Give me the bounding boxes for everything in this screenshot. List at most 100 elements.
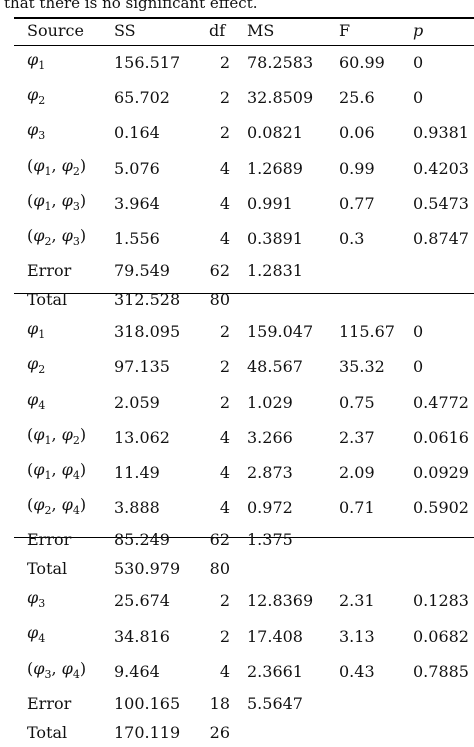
cell-df: 2 [219, 392, 230, 412]
header-row: Source SS df MS F p [14, 17, 474, 45]
cell-df: 18 [209, 693, 230, 713]
cell-p [400, 554, 474, 583]
cell-f: 2.37 [339, 427, 375, 447]
table-row: (φ2, φ3) 1.556 4 0.3891 0.3 0.8747 [14, 221, 474, 256]
cell-ms: 48.567 [247, 357, 303, 377]
cell-ms: 17.408 [247, 626, 303, 646]
cell-f: 0.77 [339, 193, 375, 213]
cell-df: 2 [219, 357, 230, 377]
cell-source: (φ2, φ3) [27, 225, 87, 249]
cell-source: (φ1, φ4) [27, 459, 87, 483]
cell-f: 25.6 [339, 88, 375, 108]
cell-ms: 1.2831 [247, 261, 303, 281]
table-row: φ4 2.059 2 1.029 0.75 0.4772 [14, 385, 474, 420]
cell-source: φ1 [27, 50, 46, 73]
table-row: (φ1, φ3) 3.964 4 0.991 0.77 0.5473 [14, 186, 474, 221]
cell-df: 4 [219, 229, 230, 249]
table-row: φ1 318.095 2 159.047 115.67 0 [14, 314, 474, 349]
cell-p [400, 525, 474, 554]
cell-ss: 9.464 [114, 661, 160, 681]
cell-ms: 1.2689 [247, 158, 303, 178]
cell-source: (φ2, φ4) [27, 495, 87, 518]
table-row: φ2 65.702 2 32.8509 25.6 0 [14, 80, 474, 115]
cell-source: φ3 [27, 588, 46, 611]
table-row: (φ1, φ2) 13.062 4 3.266 2.37 0.0616 [14, 420, 474, 455]
cell-p: 0.4203 [413, 158, 469, 178]
cell-source: (φ3, φ4) [27, 658, 87, 681]
cell-ms: 32.8509 [247, 88, 314, 108]
cell-f: 3.13 [339, 626, 375, 646]
cell-f: 2.31 [339, 591, 375, 611]
cell-p: 0 [413, 357, 424, 377]
cell-source: (φ1, φ3) [27, 190, 87, 213]
col-header-f: F [339, 21, 351, 40]
table-row: (φ3, φ4) 9.464 4 2.3661 0.43 0.7885 [14, 654, 474, 689]
block-divider-1 [14, 293, 474, 294]
table-row: φ4 34.816 2 17.408 3.13 0.0682 [14, 618, 474, 653]
cell-ms: 1.029 [247, 392, 293, 412]
cell-ss: 170.119 [114, 722, 181, 742]
cell-ss: 0.164 [114, 123, 160, 143]
cell-ms: 1.375 [247, 530, 293, 550]
cell-df: 80 [209, 290, 230, 310]
cell-f [326, 285, 400, 314]
cell-ss: 530.979 [114, 559, 181, 579]
cell-p [400, 689, 474, 718]
table-row: φ2 97.135 2 48.567 35.32 0 [14, 349, 474, 384]
cell-f: 60.99 [339, 53, 385, 73]
cell-df: 4 [219, 462, 230, 482]
cell-source: Total [27, 559, 68, 579]
cell-ss: 318.095 [114, 322, 181, 342]
cell-ss: 3.888 [114, 498, 160, 518]
top-rule [14, 17, 474, 19]
cell-source: φ2 [27, 354, 46, 377]
cell-f: 35.32 [339, 357, 385, 377]
cell-df: 62 [209, 261, 230, 281]
cell-p: 0 [413, 88, 424, 108]
table-row: Total 530.979 80 [14, 554, 474, 583]
cell-ss: 2.059 [114, 392, 160, 412]
table-row: φ3 0.164 2 0.0821 0.06 0.9381 [14, 115, 474, 150]
cell-df: 4 [219, 193, 230, 213]
cell-df: 2 [219, 591, 230, 611]
cell-ss: 156.517 [114, 53, 181, 73]
cell-ss: 13.062 [114, 427, 170, 447]
cell-ss: 65.702 [114, 88, 170, 108]
table-row: (φ1, φ2) 5.076 4 1.2689 0.99 0.4203 [14, 151, 474, 186]
cell-f: 115.67 [339, 322, 395, 342]
cell-f: 0.06 [339, 123, 375, 143]
col-header-source: Source [27, 21, 84, 40]
cell-source: φ1 [27, 319, 46, 342]
cell-p [400, 256, 474, 285]
cell-ms: 12.8369 [247, 591, 314, 611]
cell-f [326, 256, 400, 285]
col-header-p: p [413, 21, 424, 40]
header-rule [14, 45, 474, 46]
cell-f: 0.43 [339, 661, 375, 681]
col-header-ms: MS [247, 21, 275, 40]
cell-ss: 79.549 [114, 261, 170, 281]
cell-ms: 2.3661 [247, 661, 303, 681]
cell-source: Error [27, 261, 72, 281]
cell-ms: 2.873 [247, 462, 293, 482]
cell-df: 62 [209, 530, 230, 550]
table-row: Error 79.549 62 1.2831 [14, 256, 474, 285]
cell-f [326, 525, 400, 554]
cell-source: Error [27, 693, 72, 713]
cell-ms [234, 718, 326, 747]
cell-f: 2.09 [339, 462, 375, 482]
cell-p: 0 [413, 322, 424, 342]
table-body: φ1 156.517 2 78.2583 60.99 0 φ2 65.702 2 32.8509 2… [14, 45, 474, 747]
cell-df: 2 [219, 322, 230, 342]
cell-ms: 0.0821 [247, 123, 303, 143]
cell-p: 0.0929 [413, 462, 469, 482]
col-header-ss: SS [114, 21, 136, 40]
table-row: (φ2, φ4) 3.888 4 0.972 0.71 0.5902 [14, 490, 474, 525]
cell-ss: 1.556 [114, 229, 160, 249]
cell-p: 0.0682 [413, 626, 469, 646]
cell-ms: 3.266 [247, 427, 293, 447]
cell-df: 2 [219, 626, 230, 646]
table-row: φ1 156.517 2 78.2583 60.99 0 [14, 45, 474, 80]
cell-p: 0.8747 [413, 229, 469, 249]
cell-f: 0.3 [339, 229, 365, 249]
